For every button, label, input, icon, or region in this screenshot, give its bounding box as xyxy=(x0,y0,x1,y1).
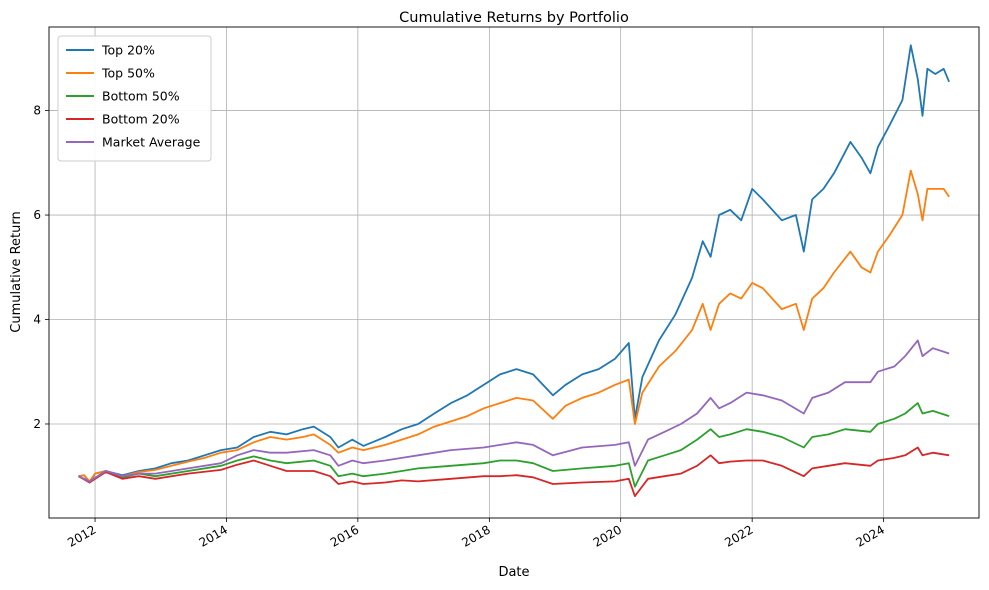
chart-title: Cumulative Returns by Portfolio xyxy=(399,10,629,26)
legend-label: Market Average xyxy=(102,135,201,150)
legend-label: Top 20% xyxy=(101,43,155,58)
series-line-bottom-50 xyxy=(78,402,950,488)
series-line-top-20 xyxy=(78,44,950,484)
legend-label: Bottom 20% xyxy=(102,112,180,127)
y-axis-label: Cumulative Return xyxy=(9,211,24,332)
series-line-top-50 xyxy=(78,169,950,483)
legend: Top 20% Top 50% Bottom 50% Bottom 20% Market… xyxy=(57,35,212,162)
grid xyxy=(49,27,979,518)
y-tick-label: 4 xyxy=(33,313,41,327)
y-tick-label: 6 xyxy=(33,208,41,222)
y-axis: 2 4 6 8 xyxy=(33,104,49,431)
legend-box xyxy=(57,35,212,162)
series-layer xyxy=(78,44,950,498)
x-axis-label: Date xyxy=(498,565,529,580)
legend-label: Top 50% xyxy=(101,66,155,81)
y-tick-label: 2 xyxy=(33,417,41,431)
series-line-bottom-20 xyxy=(78,446,950,498)
plot-area xyxy=(48,26,980,519)
series-line-market-average xyxy=(78,339,950,483)
y-tick-label: 8 xyxy=(33,104,41,118)
legend-label: Bottom 50% xyxy=(102,89,180,104)
